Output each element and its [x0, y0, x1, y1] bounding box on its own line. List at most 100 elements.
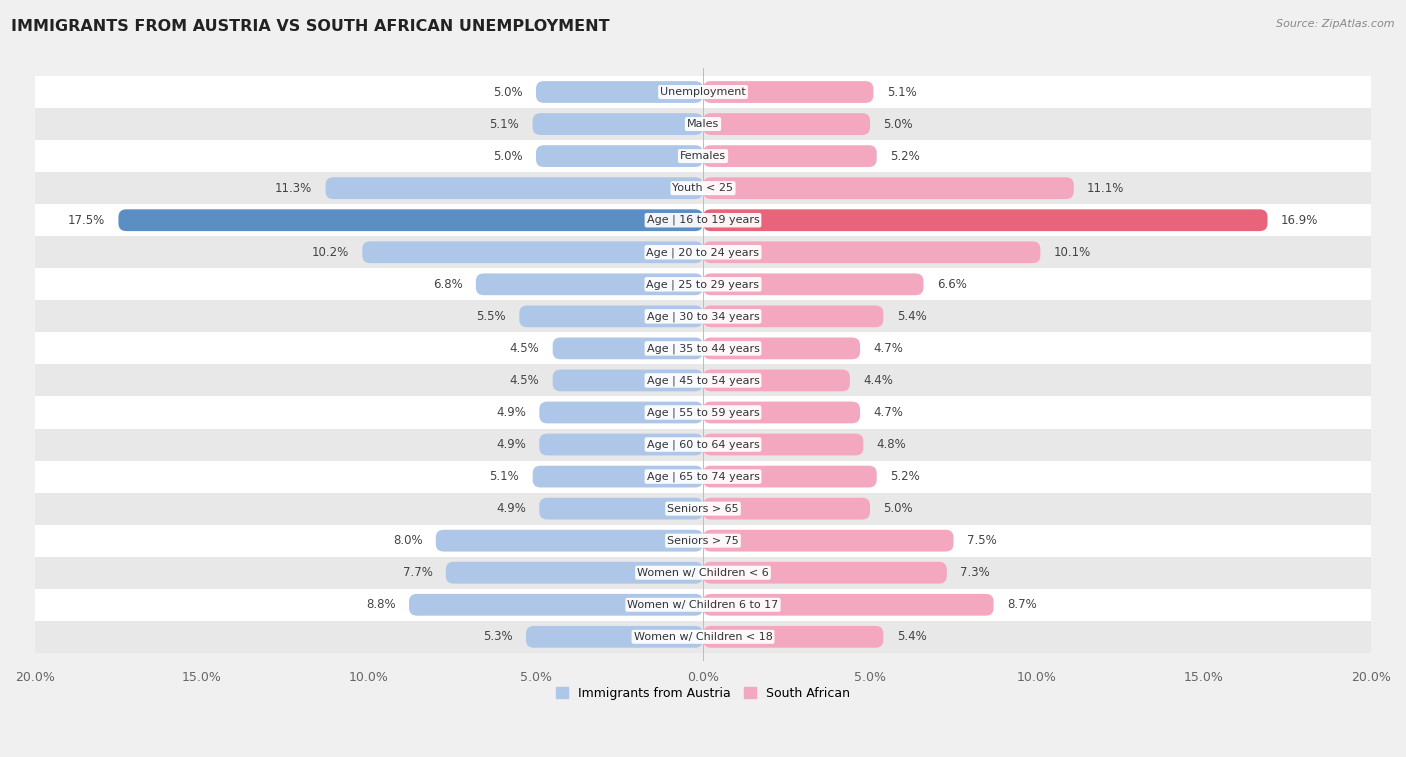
- Text: 4.9%: 4.9%: [496, 438, 526, 451]
- Text: Age | 25 to 29 years: Age | 25 to 29 years: [647, 279, 759, 290]
- Text: 17.5%: 17.5%: [67, 213, 105, 226]
- FancyBboxPatch shape: [519, 306, 703, 327]
- Bar: [35, 236, 1371, 268]
- Text: 8.0%: 8.0%: [392, 534, 422, 547]
- Text: Unemployment: Unemployment: [661, 87, 745, 97]
- Bar: [35, 76, 1371, 108]
- Bar: [35, 332, 1371, 364]
- FancyBboxPatch shape: [475, 273, 703, 295]
- Text: 10.2%: 10.2%: [312, 246, 349, 259]
- Text: Females: Females: [681, 151, 725, 161]
- Text: Source: ZipAtlas.com: Source: ZipAtlas.com: [1277, 19, 1395, 29]
- Text: 16.9%: 16.9%: [1281, 213, 1319, 226]
- Text: 4.5%: 4.5%: [509, 374, 540, 387]
- Text: Age | 60 to 64 years: Age | 60 to 64 years: [647, 439, 759, 450]
- Text: 5.1%: 5.1%: [489, 117, 519, 130]
- Text: Seniors > 75: Seniors > 75: [666, 536, 740, 546]
- FancyBboxPatch shape: [703, 626, 883, 648]
- Bar: [35, 108, 1371, 140]
- Text: Women w/ Children < 18: Women w/ Children < 18: [634, 632, 772, 642]
- FancyBboxPatch shape: [536, 145, 703, 167]
- Bar: [35, 460, 1371, 493]
- Text: 11.3%: 11.3%: [276, 182, 312, 195]
- Text: IMMIGRANTS FROM AUSTRIA VS SOUTH AFRICAN UNEMPLOYMENT: IMMIGRANTS FROM AUSTRIA VS SOUTH AFRICAN…: [11, 19, 610, 34]
- Text: 5.1%: 5.1%: [489, 470, 519, 483]
- Text: 5.0%: 5.0%: [494, 86, 523, 98]
- Bar: [35, 140, 1371, 172]
- Text: 5.3%: 5.3%: [484, 631, 513, 643]
- Text: 4.8%: 4.8%: [877, 438, 907, 451]
- Text: 10.1%: 10.1%: [1053, 246, 1091, 259]
- Text: Age | 45 to 54 years: Age | 45 to 54 years: [647, 375, 759, 386]
- FancyBboxPatch shape: [526, 626, 703, 648]
- Text: 5.2%: 5.2%: [890, 470, 920, 483]
- FancyBboxPatch shape: [703, 145, 877, 167]
- FancyBboxPatch shape: [118, 210, 703, 231]
- Bar: [35, 428, 1371, 460]
- Text: Age | 16 to 19 years: Age | 16 to 19 years: [647, 215, 759, 226]
- Text: 5.5%: 5.5%: [477, 310, 506, 322]
- FancyBboxPatch shape: [446, 562, 703, 584]
- Text: Women w/ Children 6 to 17: Women w/ Children 6 to 17: [627, 600, 779, 610]
- FancyBboxPatch shape: [540, 402, 703, 423]
- FancyBboxPatch shape: [703, 114, 870, 135]
- Text: 5.4%: 5.4%: [897, 631, 927, 643]
- FancyBboxPatch shape: [540, 434, 703, 456]
- Text: 5.2%: 5.2%: [890, 150, 920, 163]
- Text: 5.0%: 5.0%: [883, 502, 912, 515]
- FancyBboxPatch shape: [703, 466, 877, 488]
- FancyBboxPatch shape: [703, 273, 924, 295]
- FancyBboxPatch shape: [703, 241, 1040, 263]
- FancyBboxPatch shape: [703, 594, 994, 615]
- Bar: [35, 268, 1371, 301]
- FancyBboxPatch shape: [533, 466, 703, 488]
- FancyBboxPatch shape: [703, 530, 953, 552]
- FancyBboxPatch shape: [703, 562, 946, 584]
- FancyBboxPatch shape: [533, 114, 703, 135]
- Text: 8.8%: 8.8%: [366, 598, 395, 611]
- Text: 4.5%: 4.5%: [509, 342, 540, 355]
- FancyBboxPatch shape: [703, 306, 883, 327]
- FancyBboxPatch shape: [703, 81, 873, 103]
- Text: 7.5%: 7.5%: [967, 534, 997, 547]
- Text: Youth < 25: Youth < 25: [672, 183, 734, 193]
- Text: 6.6%: 6.6%: [936, 278, 967, 291]
- Bar: [35, 172, 1371, 204]
- Text: 4.7%: 4.7%: [873, 406, 903, 419]
- FancyBboxPatch shape: [703, 177, 1074, 199]
- Text: 6.8%: 6.8%: [433, 278, 463, 291]
- Text: 8.7%: 8.7%: [1007, 598, 1036, 611]
- Bar: [35, 621, 1371, 653]
- FancyBboxPatch shape: [553, 338, 703, 360]
- FancyBboxPatch shape: [436, 530, 703, 552]
- Text: Age | 30 to 34 years: Age | 30 to 34 years: [647, 311, 759, 322]
- Text: 5.0%: 5.0%: [494, 150, 523, 163]
- Text: Age | 35 to 44 years: Age | 35 to 44 years: [647, 343, 759, 354]
- Text: 7.3%: 7.3%: [960, 566, 990, 579]
- Text: 4.7%: 4.7%: [873, 342, 903, 355]
- Text: 5.0%: 5.0%: [883, 117, 912, 130]
- Text: Age | 55 to 59 years: Age | 55 to 59 years: [647, 407, 759, 418]
- FancyBboxPatch shape: [553, 369, 703, 391]
- Text: 4.9%: 4.9%: [496, 406, 526, 419]
- Bar: [35, 204, 1371, 236]
- Text: Age | 20 to 24 years: Age | 20 to 24 years: [647, 247, 759, 257]
- Bar: [35, 556, 1371, 589]
- Text: Males: Males: [688, 119, 718, 129]
- Bar: [35, 493, 1371, 525]
- FancyBboxPatch shape: [326, 177, 703, 199]
- FancyBboxPatch shape: [363, 241, 703, 263]
- FancyBboxPatch shape: [703, 210, 1268, 231]
- Bar: [35, 364, 1371, 397]
- Text: Age | 65 to 74 years: Age | 65 to 74 years: [647, 472, 759, 482]
- FancyBboxPatch shape: [703, 369, 851, 391]
- FancyBboxPatch shape: [409, 594, 703, 615]
- Text: Seniors > 65: Seniors > 65: [668, 503, 738, 514]
- FancyBboxPatch shape: [703, 402, 860, 423]
- Text: 5.4%: 5.4%: [897, 310, 927, 322]
- FancyBboxPatch shape: [540, 498, 703, 519]
- Bar: [35, 589, 1371, 621]
- Text: Women w/ Children < 6: Women w/ Children < 6: [637, 568, 769, 578]
- Bar: [35, 525, 1371, 556]
- FancyBboxPatch shape: [703, 338, 860, 360]
